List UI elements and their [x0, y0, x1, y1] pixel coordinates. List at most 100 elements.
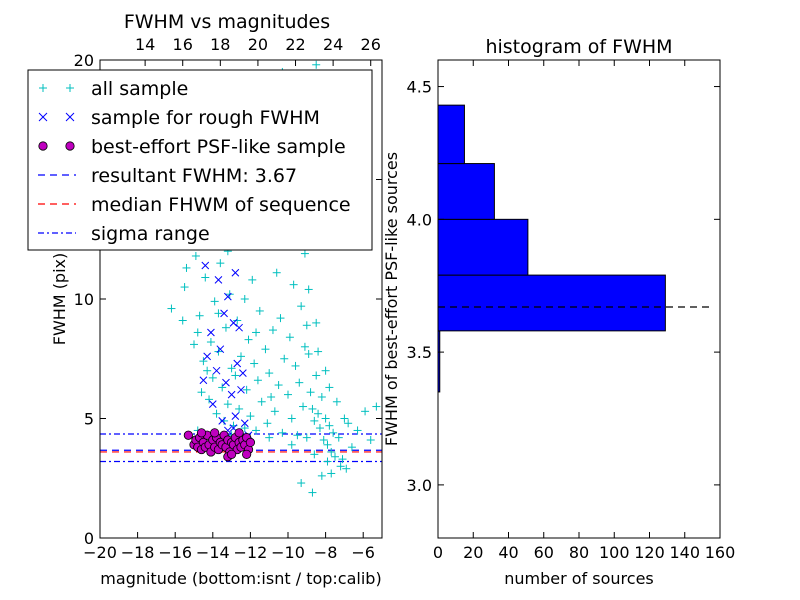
legend-label: best-effort PSF-like sample: [91, 136, 346, 158]
hist-y-tick-label: 3.5: [407, 343, 432, 362]
all-sample-point: [265, 433, 274, 442]
legend-box: [27, 69, 373, 251]
all-sample-point: [336, 462, 345, 471]
all-sample-point: [272, 268, 281, 277]
all-sample-point: [314, 409, 323, 418]
all-sample-point: [310, 450, 319, 459]
legend-label: resultant FWHM: 3.67: [91, 165, 297, 187]
rough-sample-point: [229, 319, 238, 327]
rough-sample-point: [208, 400, 217, 409]
all-sample-point: [314, 347, 323, 356]
all-sample-point: [237, 352, 245, 361]
top-tick-label: 18: [210, 35, 230, 54]
all-sample-point: [270, 407, 279, 416]
all-sample-point: [252, 328, 261, 337]
all-sample-point: [321, 414, 330, 423]
hist-y-tick-label: 4.5: [407, 78, 432, 97]
all-sample-point: [193, 328, 202, 337]
top-tick-label: 20: [248, 35, 268, 54]
all-sample-point: [287, 414, 296, 423]
rough-sample-point: [231, 268, 240, 277]
psf-sample-point: [183, 430, 193, 440]
all-sample-point: [242, 385, 251, 394]
psf-sample-point: [234, 428, 244, 438]
legend-marker-plus: [66, 84, 74, 92]
hist-x-tick-label: 60: [534, 543, 554, 562]
legend-marker-circle: [65, 141, 75, 151]
all-sample-point: [366, 436, 375, 445]
y-tick-label: 20: [74, 51, 94, 70]
rough-sample-point: [203, 352, 212, 361]
all-sample-point: [210, 297, 219, 306]
legend-entry: sigma range: [38, 223, 210, 245]
rough-sample-point: [223, 292, 232, 301]
scatter-ylabel: FWHM (pix): [50, 253, 69, 346]
legend-entry: all sample: [39, 78, 188, 100]
all-sample-point: [317, 471, 326, 480]
all-sample-point: [297, 479, 306, 488]
x-tick-label: −20: [83, 543, 117, 562]
all-sample-point: [227, 364, 236, 373]
all-sample-point: [325, 383, 334, 392]
legend-entry: resultant FWHM: 3.67: [38, 165, 297, 187]
rough-sample-point: [231, 412, 240, 420]
x-tick-label: −18: [121, 543, 155, 562]
all-sample-point: [344, 419, 353, 428]
all-sample-point: [312, 318, 321, 327]
scatter-title: FWHM vs magnitudes: [124, 11, 330, 33]
all-sample-point: [190, 340, 198, 349]
all-sample-point: [248, 275, 257, 284]
rough-sample-point: [237, 385, 245, 394]
all-sample-point: [233, 316, 242, 325]
all-sample-point: [338, 455, 347, 464]
x-tick-label: −8: [314, 543, 338, 562]
all-sample-point: [293, 431, 302, 440]
hist-x-tick-label: 140: [669, 543, 700, 562]
all-sample-point: [361, 407, 370, 416]
histogram-ylabel: FWHM of best-effort PSF-like sources: [382, 152, 401, 446]
rough-sample-point: [220, 309, 228, 318]
all-sample-point: [299, 402, 308, 411]
legend-marker-circle: [38, 141, 48, 151]
all-sample-point: [304, 349, 313, 358]
legend-label: all sample: [91, 78, 188, 100]
all-sample-point: [261, 345, 270, 354]
all-sample-point: [240, 424, 249, 433]
all-sample-point: [325, 421, 334, 430]
all-sample-point: [321, 366, 330, 375]
all-sample-point: [278, 428, 287, 437]
all-sample-point: [246, 412, 255, 421]
legend-items: all sample sample for rough FWHM best-effo…: [38, 78, 351, 245]
x-tick-label: −16: [158, 543, 192, 562]
hist-y-tick-label: 4.0: [407, 210, 432, 229]
top-tick-label: 24: [323, 35, 343, 54]
legend-label: sample for rough FWHM: [91, 107, 320, 129]
legend-entry: sample for rough FWHM: [38, 107, 320, 129]
all-sample-point: [206, 338, 215, 347]
all-sample-point: [297, 302, 306, 311]
all-sample-point: [327, 447, 336, 456]
all-sample-point: [208, 373, 217, 382]
all-sample-point: [306, 388, 315, 397]
all-sample-point: [332, 397, 341, 406]
scatter-xlabel: magnitude (bottom:isnt / top:calib): [100, 569, 381, 588]
all-sample-point: [265, 369, 274, 378]
all-sample-point: [347, 443, 356, 452]
all-sample-point: [323, 457, 332, 466]
scatter-ticks: −20 −18 −16 −14 −12 −10 −8 −6 14 16 18 20 22 24 26 0 5 10…: [74, 35, 382, 562]
all-sample-point: [231, 371, 240, 380]
legend-entry: best-effort PSF-like sample: [38, 136, 346, 158]
all-sample-point: [276, 314, 285, 323]
all-sample-point: [300, 249, 309, 258]
rough-sample-point: [216, 345, 225, 354]
all-sample-point: [342, 464, 351, 473]
all-sample-point: [218, 383, 227, 392]
all-sample-point: [214, 309, 223, 318]
all-sample-point: [340, 414, 349, 423]
all-sample-point: [180, 283, 189, 292]
all-sample-point: [331, 452, 339, 461]
legend-marker-x: [65, 112, 75, 122]
all-sample-point: [280, 354, 289, 363]
scatter-panel: −20 −18 −16 −14 −12 −10 −8 −6 14 16 18 20 22 24 26 0 5 10…: [27, 11, 383, 588]
